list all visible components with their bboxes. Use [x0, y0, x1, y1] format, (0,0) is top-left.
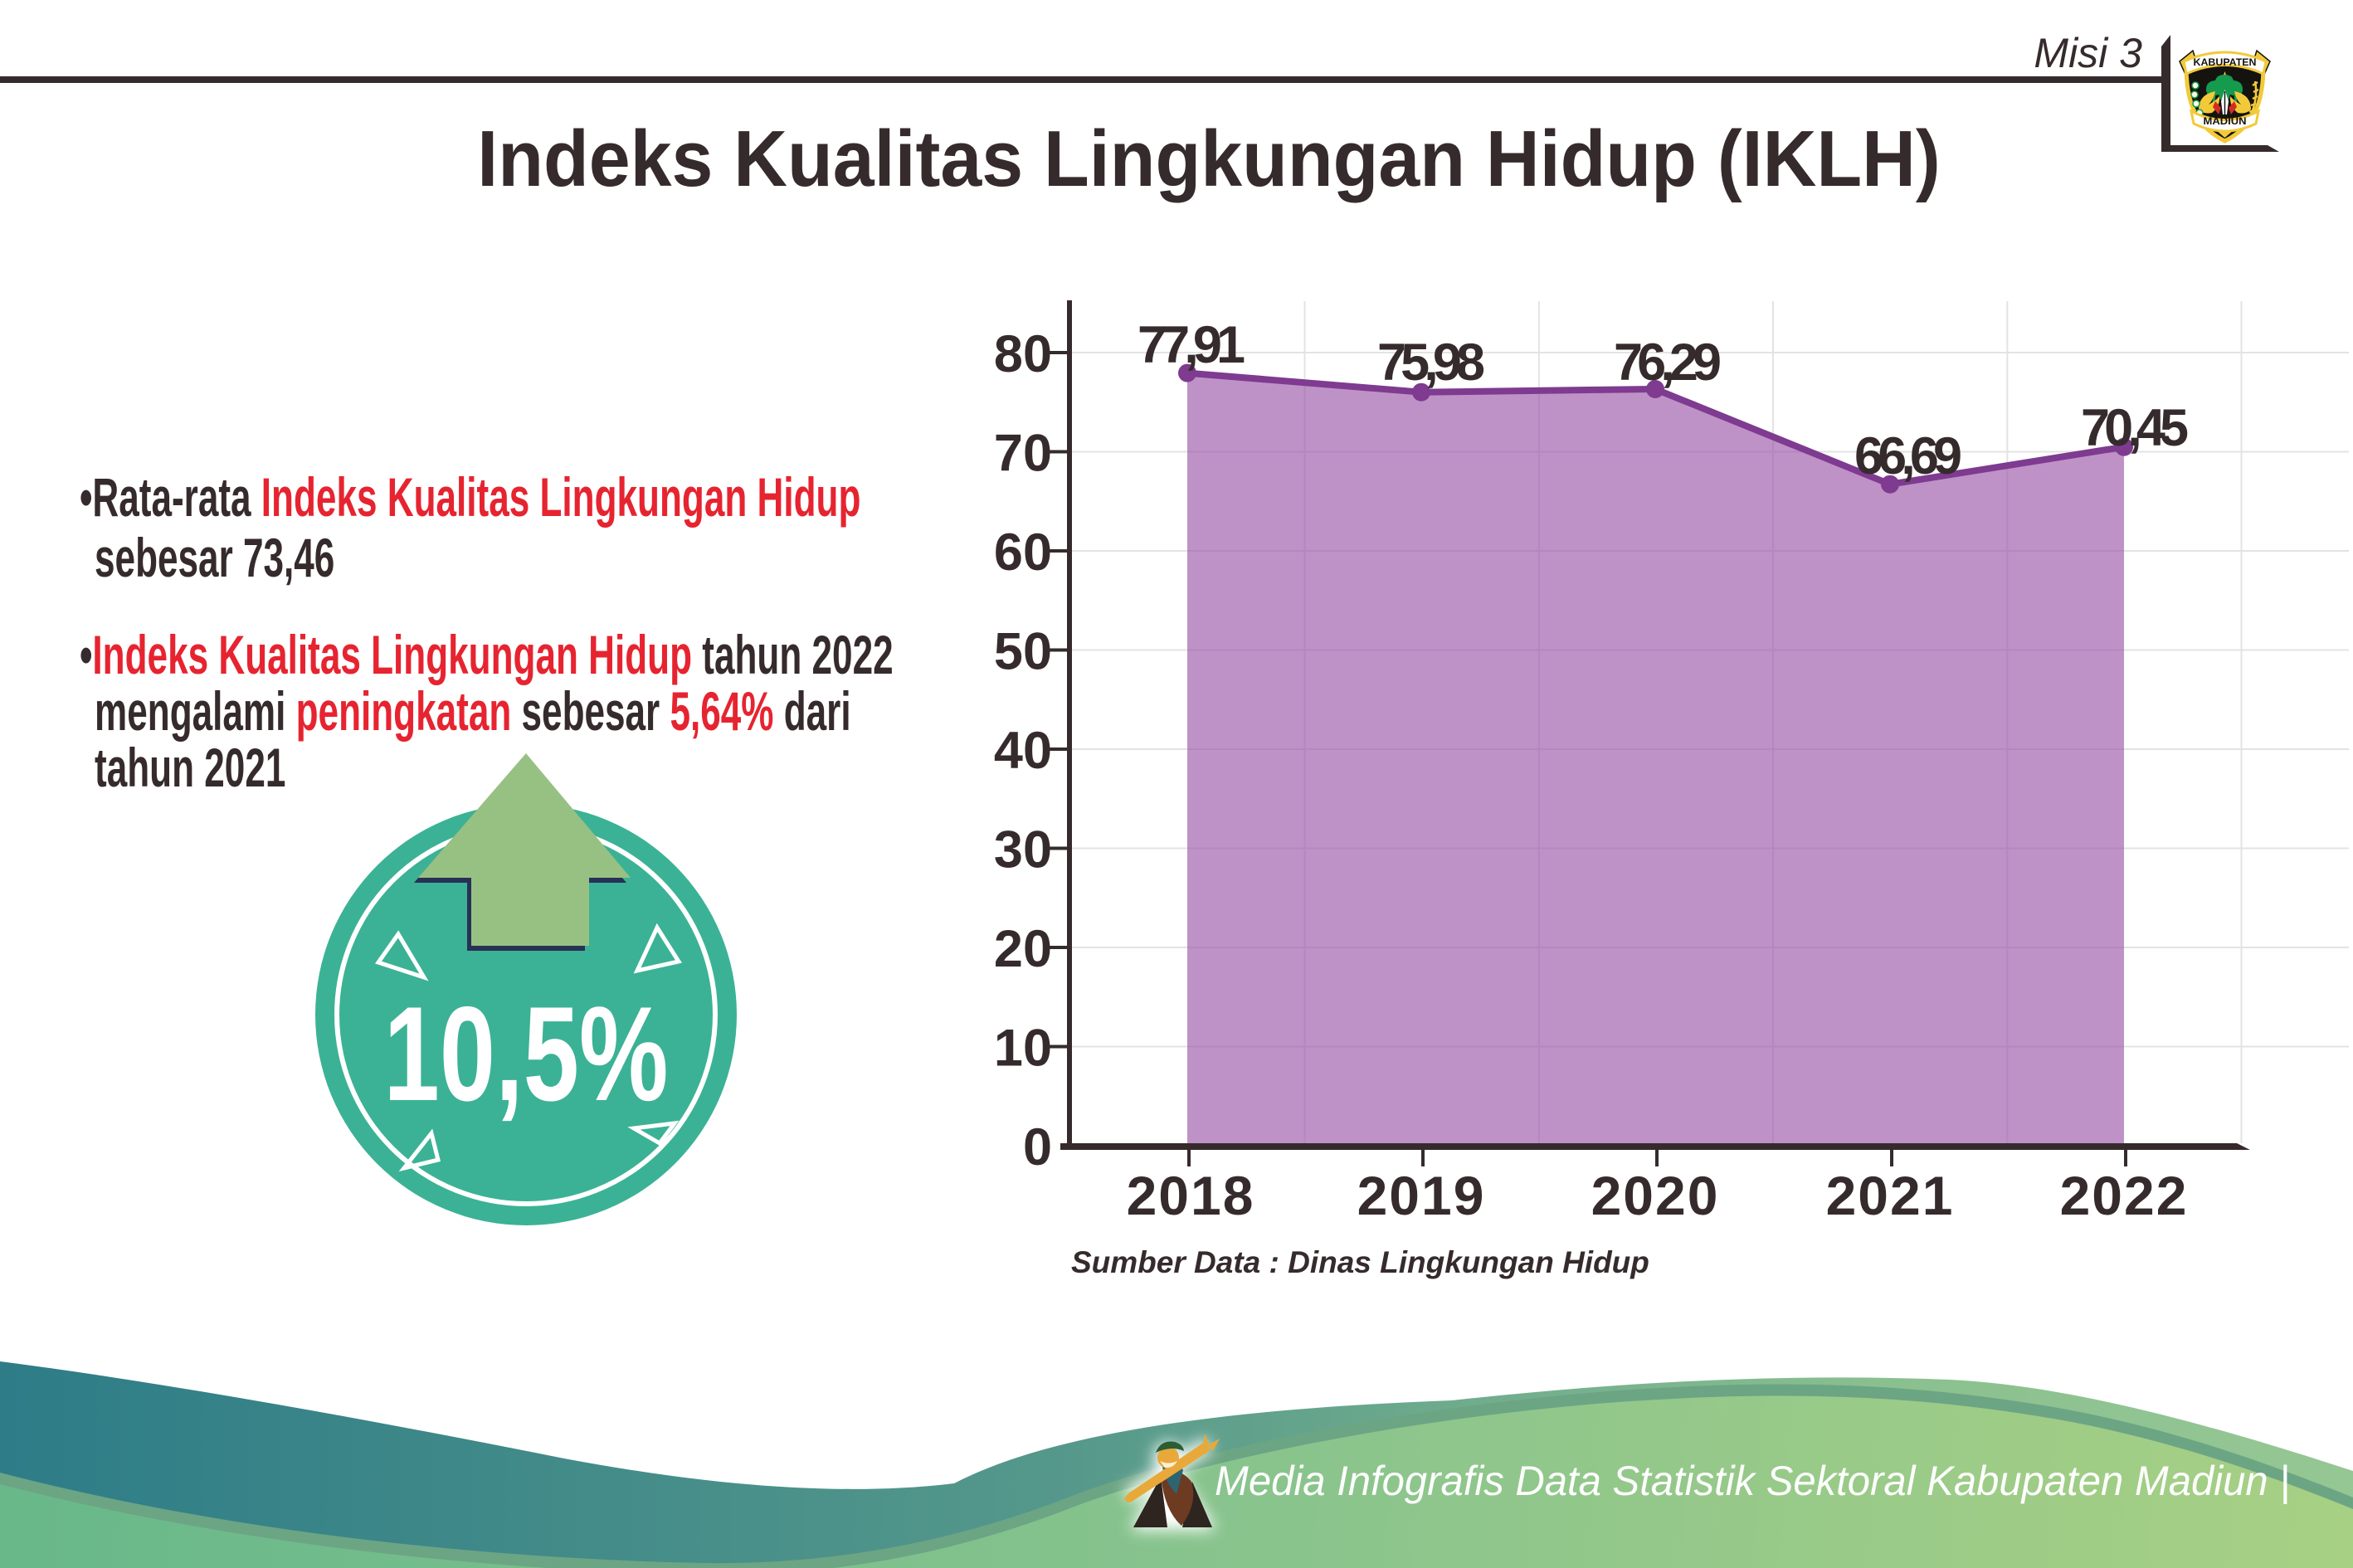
svg-text:76,29: 76,29: [1614, 334, 1722, 392]
svg-text:60: 60: [994, 523, 1052, 582]
svg-text:0: 0: [1023, 1118, 1052, 1176]
svg-text:80: 80: [994, 325, 1052, 383]
svg-text:30: 30: [994, 821, 1052, 879]
svg-text:Sumber Data : Dinas Lingkungan: Sumber Data : Dinas Lingkungan Hidup: [1071, 1245, 1649, 1279]
svg-text:50: 50: [994, 623, 1052, 681]
svg-text:2020: 2020: [1591, 1165, 1720, 1226]
svg-text:MADIUN: MADIUN: [2204, 115, 2247, 127]
svg-text:2019: 2019: [1357, 1165, 1486, 1226]
svg-text:10,5%: 10,5%: [384, 979, 669, 1129]
svg-text:20: 20: [994, 920, 1052, 978]
svg-text:2018: 2018: [1127, 1165, 1255, 1226]
svg-text:70,45: 70,45: [2081, 399, 2189, 457]
svg-text:2022: 2022: [2060, 1165, 2189, 1226]
svg-text:66,69: 66,69: [1854, 427, 1962, 485]
svg-text:10: 10: [994, 1020, 1052, 1078]
svg-text:KABUPATEN: KABUPATEN: [2194, 56, 2257, 68]
svg-text:77,91: 77,91: [1138, 316, 1245, 374]
svg-text:70: 70: [994, 425, 1052, 483]
svg-text:Media Infografis Data Statisti: Media Infografis Data Statistik Sektoral…: [1215, 1458, 2290, 1505]
svg-text:2021: 2021: [1826, 1165, 1955, 1226]
svg-text:75,98: 75,98: [1377, 334, 1485, 392]
svg-text:40: 40: [994, 722, 1052, 780]
